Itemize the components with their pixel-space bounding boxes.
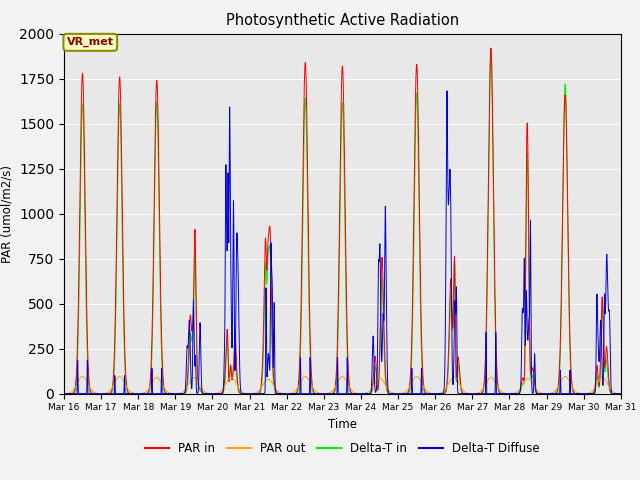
Y-axis label: PAR (umol/m2/s): PAR (umol/m2/s) <box>1 165 13 263</box>
PAR out <box>246 391 253 396</box>
PAR in <box>209 391 216 396</box>
PAR out <box>617 391 625 396</box>
Delta-T in <box>436 391 444 396</box>
PAR out <box>161 385 168 391</box>
Delta-T in <box>357 391 365 396</box>
PAR in <box>60 391 68 396</box>
PAR in <box>322 391 330 396</box>
Line: Delta-T Diffuse: Delta-T Diffuse <box>64 91 621 394</box>
PAR out <box>468 391 476 396</box>
Delta-T Diffuse <box>322 391 330 396</box>
Delta-T Diffuse <box>60 391 68 396</box>
Delta-T in <box>487 54 495 60</box>
PAR in <box>160 384 168 390</box>
Title: Photosynthetic Active Radiation: Photosynthetic Active Radiation <box>226 13 459 28</box>
PAR out <box>60 391 68 396</box>
PAR out <box>79 373 86 379</box>
PAR in <box>616 391 624 396</box>
Delta-T in <box>60 391 68 396</box>
Delta-T in <box>160 388 168 394</box>
Delta-T Diffuse <box>436 391 444 396</box>
PAR out <box>436 390 444 396</box>
Text: VR_met: VR_met <box>67 37 114 48</box>
Delta-T in <box>616 391 624 396</box>
PAR in <box>617 391 625 396</box>
PAR in <box>467 391 475 396</box>
Legend: PAR in, PAR out, Delta-T in, Delta-T Diffuse: PAR in, PAR out, Delta-T in, Delta-T Dif… <box>140 437 545 460</box>
Delta-T Diffuse <box>616 391 624 396</box>
PAR in <box>499 391 507 396</box>
PAR in <box>436 391 444 396</box>
Delta-T in <box>617 391 625 396</box>
PAR out <box>322 391 330 396</box>
Delta-T in <box>322 391 330 396</box>
Line: PAR out: PAR out <box>64 376 621 394</box>
PAR out <box>499 390 507 396</box>
X-axis label: Time: Time <box>328 418 357 431</box>
Delta-T Diffuse <box>617 391 625 396</box>
Delta-T Diffuse <box>160 391 168 396</box>
Line: PAR in: PAR in <box>64 48 621 394</box>
PAR in <box>487 45 495 51</box>
Delta-T Diffuse <box>443 88 451 94</box>
PAR out <box>616 391 624 396</box>
Delta-T in <box>499 391 507 396</box>
Line: Delta-T in: Delta-T in <box>64 57 621 394</box>
Delta-T Diffuse <box>499 391 507 396</box>
Delta-T in <box>467 391 475 396</box>
Delta-T Diffuse <box>467 391 475 396</box>
